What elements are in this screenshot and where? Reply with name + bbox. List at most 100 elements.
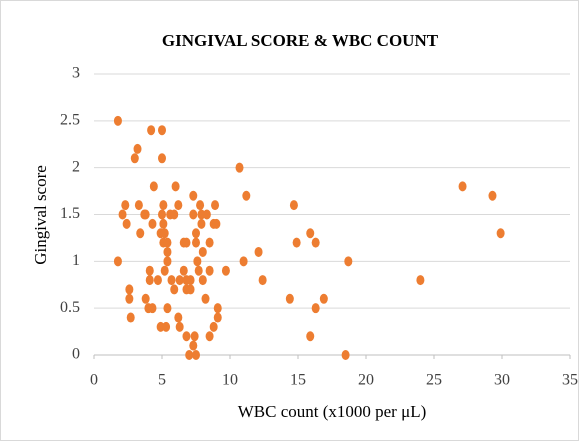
point [189,209,198,220]
point [163,246,172,257]
point [209,321,218,332]
point [145,265,154,276]
x-tick-label: 15 [290,372,306,389]
point [235,162,244,173]
point [125,293,134,304]
point [118,209,127,220]
point [160,265,169,276]
point [213,303,222,314]
point [174,312,183,323]
point [496,228,505,239]
y-tick-label: 2 [72,158,80,175]
y-tick-label: 3 [72,65,80,82]
point [121,200,130,211]
point [134,200,143,211]
point [306,331,315,342]
y-axis-title: Gingival score [31,165,50,265]
point [306,228,315,239]
point [211,200,220,211]
point [198,246,207,257]
y-tick-label: 0.5 [60,299,80,316]
point [488,190,497,201]
point [170,284,179,295]
point [175,275,184,286]
y-tick-label: 2.5 [60,112,80,129]
point [141,293,150,304]
point [202,209,211,220]
point [113,115,122,126]
point [221,265,230,276]
point [212,218,221,229]
point [189,340,198,351]
point [159,200,168,211]
point [254,246,263,257]
point [193,256,202,267]
point [205,265,214,276]
x-tick-label: 0 [90,372,98,389]
x-tick-label: 5 [158,372,166,389]
point [175,321,184,332]
x-tick-label: 10 [222,372,238,389]
point [182,237,191,248]
point [319,293,328,304]
point [182,331,191,342]
point [205,237,214,248]
point [458,181,467,192]
point [311,237,320,248]
point [258,275,267,286]
point [201,293,210,304]
x-axis-title: WBC count (x1000 per μL) [238,402,427,421]
x-tick-label: 20 [358,372,374,389]
point [148,303,157,314]
point [113,256,122,267]
point [344,256,353,267]
point [158,125,166,136]
x-tick-label: 25 [426,372,442,389]
point [186,284,195,295]
point [153,275,162,286]
point [130,153,139,164]
point [160,228,169,239]
point [289,200,298,211]
point [239,256,248,267]
point [162,321,171,332]
point [285,293,294,304]
point [159,218,168,229]
point [311,303,320,314]
point [192,237,200,248]
point [133,143,142,154]
point [197,218,206,229]
point [171,181,180,192]
point [192,350,200,360]
point [141,209,150,220]
point [213,312,222,323]
point [148,218,157,229]
point [145,275,154,286]
y-tick-label: 0 [72,346,80,363]
point [136,228,145,239]
point [163,256,172,267]
point [122,218,131,229]
point [190,331,199,342]
point [149,181,158,192]
point [147,125,156,136]
point [125,284,134,295]
point [189,190,198,201]
point [170,209,179,220]
point [158,209,166,220]
point [167,275,176,286]
point [174,200,183,211]
y-tick-label: 1 [72,252,80,269]
point [186,275,195,286]
point [194,265,203,276]
point [163,303,172,314]
point [126,312,135,323]
point [292,237,301,248]
point [242,190,251,201]
point [205,331,214,342]
point [158,153,166,164]
x-tick-label: 30 [494,372,510,389]
point [416,275,425,286]
point [185,350,194,360]
